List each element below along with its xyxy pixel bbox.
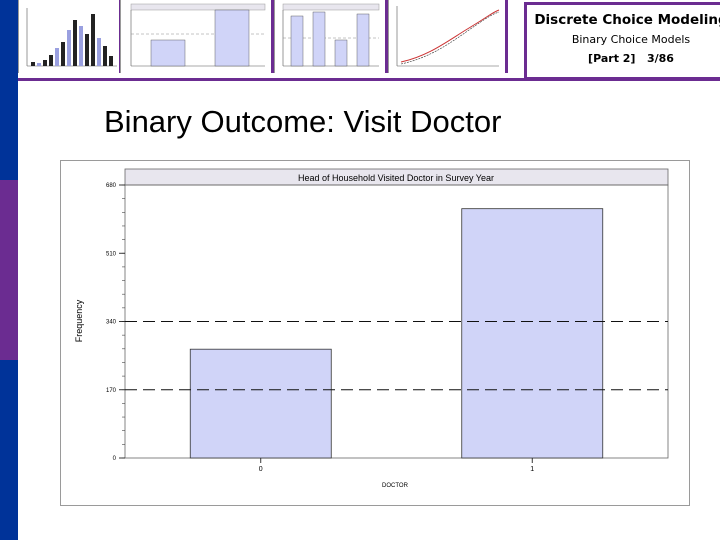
frequency-bar-chart: Head of Household Visited Doctor in Surv… xyxy=(74,168,669,489)
thumbnail-histogram xyxy=(18,0,122,73)
slide-number: 3/86 xyxy=(646,52,674,65)
y-tick-label: 340 xyxy=(106,320,117,326)
thumbnail-line-plot-graphic xyxy=(396,6,500,67)
left-accent-bar xyxy=(0,0,18,540)
y-tick-label: 510 xyxy=(106,251,117,257)
y-tick-label: 170 xyxy=(106,388,117,394)
part-label: [Part 2] xyxy=(588,52,636,65)
thumbnail-four-bar-chart xyxy=(274,0,388,73)
topic-title: Binary Choice Models xyxy=(571,33,691,46)
thumbnail-two-bar-graphic xyxy=(130,3,266,67)
thumbnail-line-plot xyxy=(388,0,508,73)
y-tick-label: 680 xyxy=(106,183,117,189)
thumbnail-strip xyxy=(18,0,508,76)
course-header-box: Discrete Choice Modeling Binary Choice M… xyxy=(524,2,720,80)
thumbnail-four-bar-graphic xyxy=(282,3,380,67)
x-axis-label: DOCTOR xyxy=(382,483,409,489)
left-bar-segment-middle xyxy=(0,180,18,360)
x-tick-label: 0 xyxy=(259,466,263,473)
plot-area: 0 170 340 510 680 0 1 xyxy=(106,183,669,473)
y-tick-label: 0 xyxy=(113,456,117,462)
chart-frame: Head of Household Visited Doctor in Surv… xyxy=(60,160,690,506)
thumbnail-histogram-graphic xyxy=(26,8,117,67)
top-banner: Discrete Choice Modeling Binary Choice M… xyxy=(18,0,720,81)
left-bar-segment-top xyxy=(0,0,18,180)
left-bar-segment-bottom xyxy=(0,360,18,540)
bar xyxy=(189,348,332,459)
slide-title: Binary Outcome: Visit Doctor xyxy=(104,104,502,139)
x-tick-label: 1 xyxy=(530,466,534,473)
bar xyxy=(461,208,604,459)
chart-title: Head of Household Visited Doctor in Surv… xyxy=(298,173,494,183)
course-title: Discrete Choice Modeling xyxy=(534,12,720,28)
thumbnail-two-bar-chart xyxy=(120,0,274,73)
y-axis-label: Frequency xyxy=(74,299,84,342)
part-and-slide-number: [Part 2] 3/86 xyxy=(527,52,720,65)
